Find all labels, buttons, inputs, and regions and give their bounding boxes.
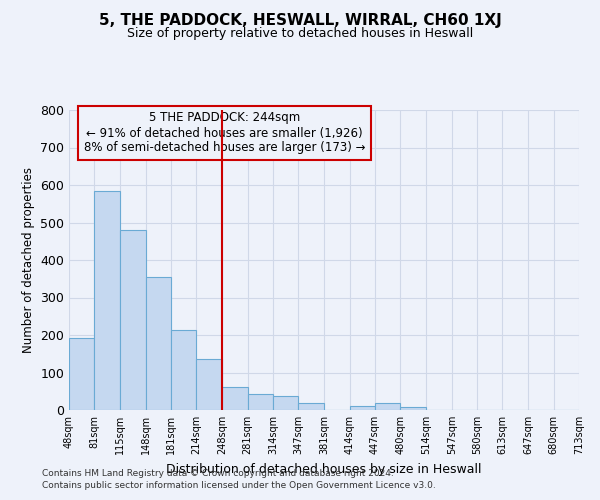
Text: 5 THE PADDOCK: 244sqm
← 91% of detached houses are smaller (1,926)
8% of semi-de: 5 THE PADDOCK: 244sqm ← 91% of detached … [84, 112, 365, 154]
Bar [248, 394, 273, 410]
Bar [146, 277, 171, 410]
Text: Contains public sector information licensed under the Open Government Licence v3: Contains public sector information licen… [42, 481, 436, 490]
Text: Size of property relative to detached houses in Heswall: Size of property relative to detached ho… [127, 28, 473, 40]
Y-axis label: Number of detached properties: Number of detached properties [22, 167, 35, 353]
Bar [298, 403, 323, 410]
Bar [350, 406, 375, 410]
Bar [273, 396, 298, 410]
Text: Contains HM Land Registry data © Crown copyright and database right 2024.: Contains HM Land Registry data © Crown c… [42, 468, 394, 477]
X-axis label: Distribution of detached houses by size in Heswall: Distribution of detached houses by size … [166, 462, 482, 475]
Bar [196, 360, 221, 410]
Text: 5, THE PADDOCK, HESWALL, WIRRAL, CH60 1XJ: 5, THE PADDOCK, HESWALL, WIRRAL, CH60 1X… [98, 12, 502, 28]
Bar [171, 330, 196, 410]
Bar [223, 387, 248, 410]
Bar [121, 230, 146, 410]
Bar [375, 403, 400, 410]
Bar [94, 192, 119, 410]
Bar [69, 338, 94, 410]
Bar [400, 407, 425, 410]
